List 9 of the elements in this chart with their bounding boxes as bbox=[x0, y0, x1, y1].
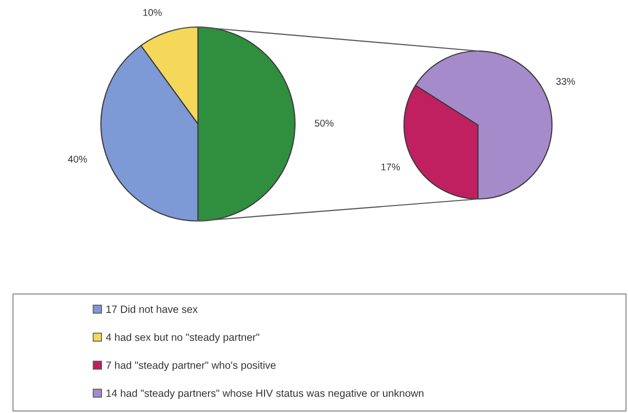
legend-label: 4 had sex but no "steady partner" bbox=[106, 333, 260, 343]
data-label: 33% bbox=[556, 78, 575, 85]
legend-label: 7 had "steady partner" who's positive bbox=[106, 361, 276, 371]
data-label: 40% bbox=[68, 156, 87, 163]
data-label: 17% bbox=[381, 164, 400, 170]
data-label: 10% bbox=[143, 9, 162, 16]
legend-label: 17 Did not have sex bbox=[106, 305, 198, 313]
data-label: 50% bbox=[314, 120, 334, 127]
legend-label: 14 had "steady partners" whose HIV status was negative or unknown bbox=[106, 389, 424, 399]
